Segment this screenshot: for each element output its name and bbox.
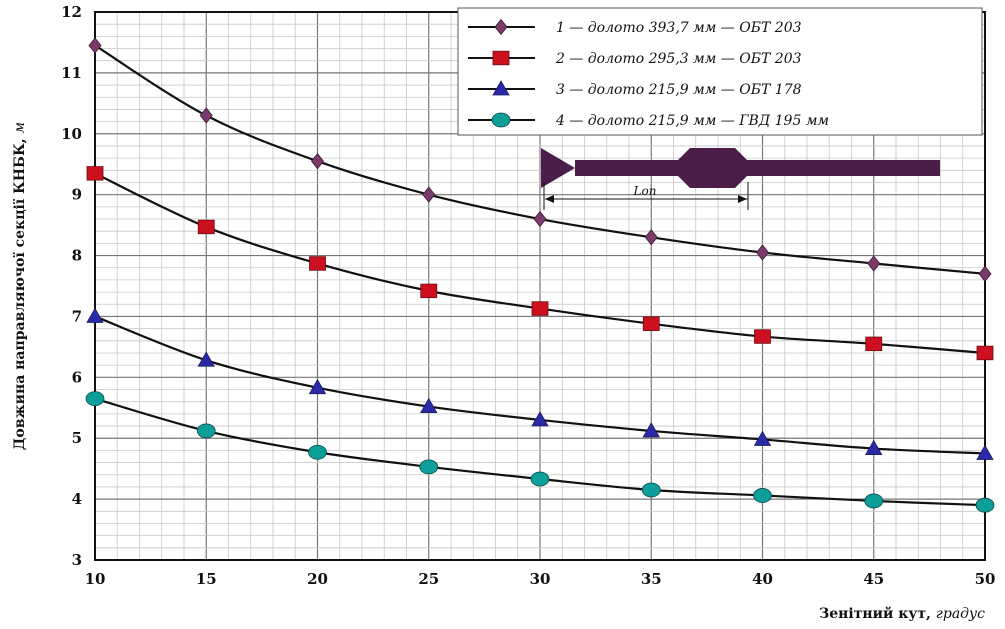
series-2-point [976, 345, 994, 361]
y-tick-labels: 3 4 5 6 7 8 9 10 11 12 [61, 3, 82, 569]
series-1-point [310, 153, 325, 170]
y-axis-title: Довжина направляючої секції КНБК, м [12, 122, 28, 450]
x-tick-label: 45 [863, 570, 884, 588]
series-4-point [975, 497, 995, 513]
series-3-point [753, 430, 772, 446]
series-1-point [644, 229, 658, 246]
x-tick-label: 50 [975, 570, 996, 588]
assembly-diagram: Lоп [541, 148, 940, 210]
collar-body [575, 160, 940, 176]
series-4-point [85, 391, 105, 407]
legend-marker-4 [491, 112, 511, 128]
y-tick-label: 6 [72, 368, 82, 386]
x-tick-label: 25 [418, 570, 439, 588]
x-tick-label: 15 [196, 570, 217, 588]
series-3-point [308, 378, 327, 395]
series-3-point [86, 307, 104, 323]
y-tick-label: 3 [72, 551, 82, 569]
y-tick-label: 8 [72, 247, 82, 265]
series-1-point [199, 107, 213, 124]
x-tick-label: 30 [530, 570, 551, 588]
y-tick-label: 7 [72, 307, 82, 325]
series-3-point [420, 397, 438, 413]
stabilizer-shape [678, 148, 747, 188]
y-tick-label: 11 [61, 64, 82, 82]
series-4-point [196, 423, 216, 439]
legend-label-4: 4 — долото 215,9 мм — ГВД 195 мм [555, 113, 829, 129]
series-2-point [86, 166, 104, 181]
legend-box [457, 7, 983, 136]
series-1-point [867, 255, 881, 272]
y-tick-label: 9 [72, 186, 82, 204]
legend-label-2: 2 — долото 295,3 мм — ОБТ 203 [555, 51, 802, 67]
dimension-label: Lоп [633, 184, 657, 198]
dimension-arrow-right [738, 195, 747, 203]
x-axis-title: Зенітний кут, градус [819, 605, 985, 622]
series-2-point [865, 336, 883, 352]
series-2-point [531, 301, 549, 316]
series-1-point [533, 210, 547, 228]
x-tick-label: 35 [641, 570, 662, 588]
legend-marker-1 [494, 18, 508, 36]
series-2-point [197, 219, 215, 235]
x-tick-labels: 10 15 20 25 30 35 40 45 50 [85, 570, 996, 588]
series-3-point [197, 351, 215, 367]
series-3-point [642, 422, 660, 438]
series-1-point [422, 186, 436, 203]
legend-marker-2 [492, 50, 510, 66]
bit-shape [541, 148, 575, 188]
legend: 1 — долото 393,7 мм — ОБТ 203 2 — долото … [457, 7, 983, 136]
series-1-point [755, 244, 770, 261]
legend-label-3: 3 — долото 215,9 мм — ОБТ 178 [556, 82, 802, 98]
series-4-point [419, 459, 439, 475]
series-4-point [530, 471, 550, 487]
series-4-point [864, 493, 884, 509]
series-4-point [641, 482, 661, 498]
markers [85, 37, 995, 513]
series-3-point [976, 444, 994, 460]
y-tick-label: 10 [61, 125, 82, 143]
x-tick-label: 20 [307, 570, 328, 588]
series-3-point [865, 439, 883, 455]
series-1-point [978, 265, 992, 282]
y-tick-label: 5 [72, 429, 82, 447]
series-2-point [309, 256, 326, 271]
legend-label-1: 1 — долото 393,7 мм — ОБТ 203 [556, 20, 802, 36]
y-tick-label: 12 [61, 3, 82, 21]
series-4-point [753, 488, 772, 503]
y-tick-label: 4 [72, 490, 82, 508]
x-tick-label: 40 [752, 570, 773, 588]
series-3-point [531, 411, 549, 427]
legend-marker-3 [492, 80, 510, 96]
x-tick-label: 10 [85, 570, 106, 588]
series-1-point [88, 37, 102, 54]
series-2-point [420, 283, 438, 299]
dimension-arrow-left [545, 195, 554, 203]
series-4-point [308, 444, 327, 460]
series-2-point [642, 316, 660, 331]
series-2-point [754, 329, 771, 344]
